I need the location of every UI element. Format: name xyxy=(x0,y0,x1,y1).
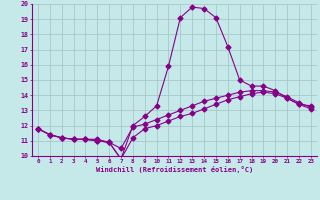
X-axis label: Windchill (Refroidissement éolien,°C): Windchill (Refroidissement éolien,°C) xyxy=(96,166,253,173)
